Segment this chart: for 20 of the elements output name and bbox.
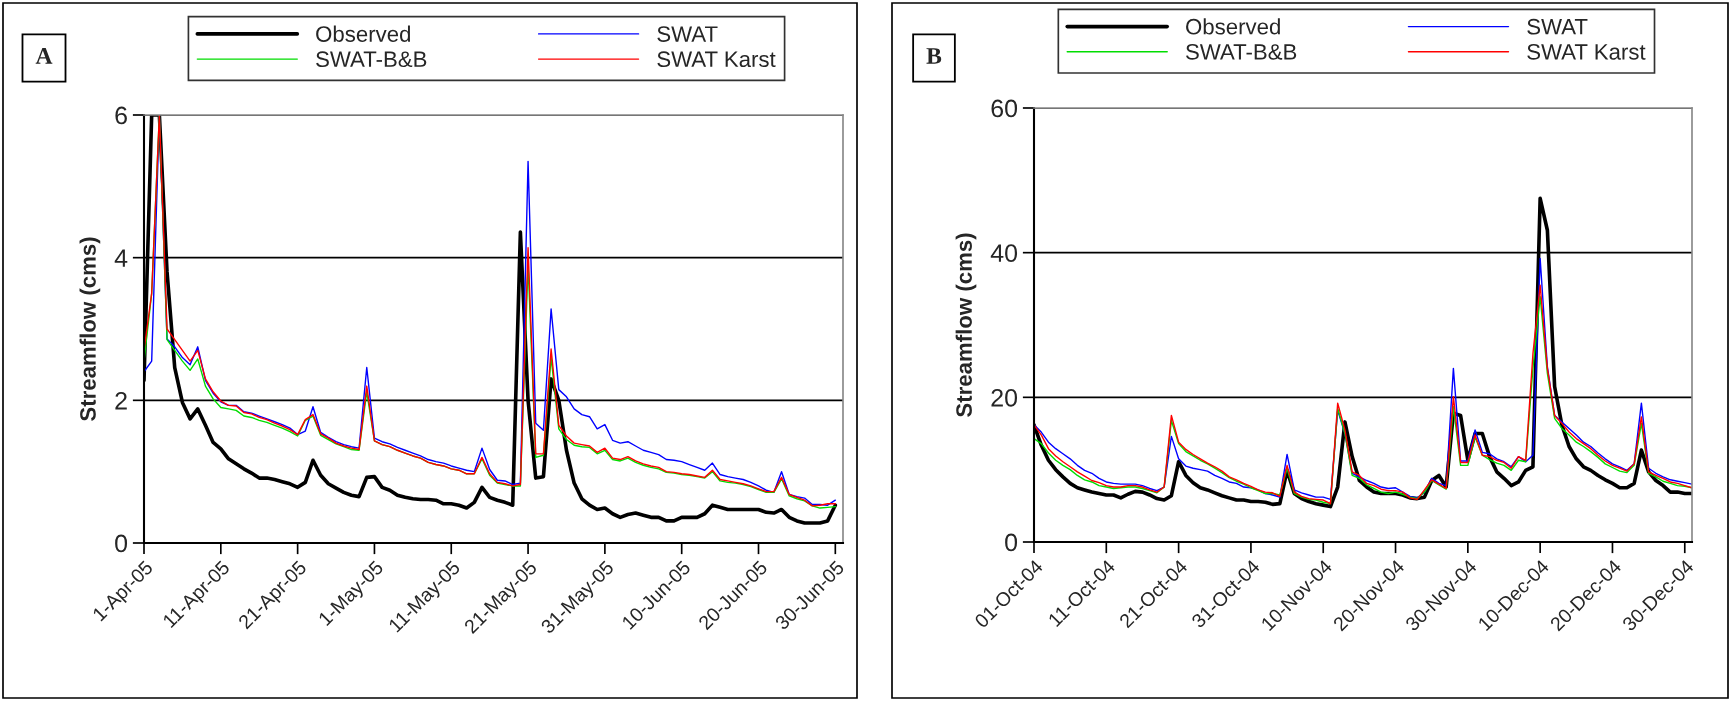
legend-label: SWAT-B&B — [316, 51, 427, 68]
legend-label: SWAT — [657, 26, 718, 42]
y-axis-title: Streamflow (cms) — [955, 233, 977, 417]
y-tick-label: 4 — [114, 249, 128, 267]
y-axis-title: Streamflow (cms) — [79, 237, 101, 421]
y-tick-label: 0 — [115, 534, 128, 553]
y-tick-label: 40 — [990, 244, 1018, 262]
legend-label: Observed — [1186, 18, 1280, 35]
legend-label: SWAT-B&B — [1186, 44, 1297, 60]
y-tick-label: 0 — [1005, 533, 1018, 552]
legend-label: SWAT Karst — [1527, 44, 1646, 60]
chart-title: A — [35, 48, 53, 64]
legend-label: Observed — [316, 25, 410, 42]
y-tick-label: 2 — [115, 391, 127, 410]
y-tick-label: 20 — [991, 388, 1018, 407]
y-tick-label: 60 — [991, 99, 1018, 118]
y-tick-label: 6 — [115, 106, 127, 125]
chart-title: B — [926, 48, 942, 64]
legend-label: SWAT — [1527, 18, 1588, 35]
legend-label: SWAT Karst — [657, 51, 776, 68]
